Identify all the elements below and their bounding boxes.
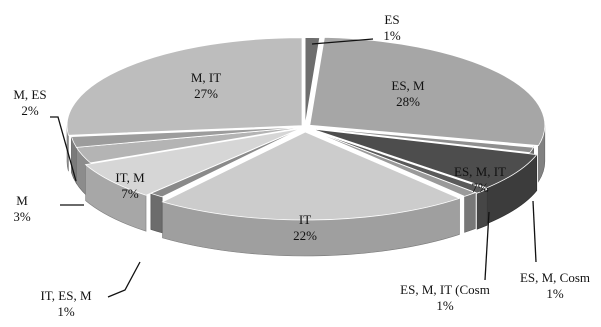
leader-lines (50, 38, 537, 298)
pie-slice-1 (309, 36, 546, 146)
data-label-6: IT 22% (293, 212, 317, 243)
pie-tops (66, 36, 546, 221)
data-label-category: ES, M, Cosm (520, 270, 590, 285)
data-label-percent: 28% (396, 94, 420, 109)
data-label-category: ES (384, 12, 399, 27)
data-label-category: ES, M, IT (Cosm (400, 282, 490, 297)
leader-line-0 (311, 38, 374, 45)
leader-line-5 (484, 211, 490, 281)
data-label-percent: 1% (546, 286, 564, 301)
data-label-category: M (16, 193, 28, 208)
pie-slice-2 (304, 126, 535, 154)
pie-slice-4 (312, 130, 489, 194)
data-label-percent: 27% (194, 86, 218, 101)
data-label-0: ES 1% (383, 12, 401, 43)
data-label-3: ES, M, IT 7% (454, 164, 506, 195)
data-label-percent: 7% (121, 186, 139, 201)
data-label-7: IT, ES, M 1% (40, 288, 91, 319)
data-label-10: M, ES 2% (13, 87, 46, 118)
data-label-category: M, IT (191, 70, 221, 85)
data-label-percent: 7% (471, 180, 489, 195)
data-label-4: ES, M, Cosm 1% (520, 270, 590, 301)
leader-line-4 (532, 200, 537, 263)
data-label-percent: 1% (383, 28, 401, 43)
pie-slice-10 (70, 126, 306, 148)
data-label-11: M, IT 27% (191, 70, 221, 101)
data-label-percent: 1% (57, 304, 75, 319)
pie-slice-6 (161, 131, 461, 221)
pie-slice-3 (311, 128, 538, 189)
data-label-percent: 1% (436, 298, 454, 313)
leader-line-7 (107, 261, 141, 298)
pie-side-4 (476, 188, 488, 230)
data-label-category: IT, M (115, 170, 145, 185)
data-label-5: ES, M, IT (Cosm 1% (400, 282, 490, 313)
pie-slice-0 (304, 37, 321, 126)
leader-line-10 (50, 116, 77, 182)
data-label-percent: 2% (21, 103, 39, 118)
data-label-category: IT, ES, M (40, 288, 91, 303)
data-label-category: ES, M (391, 78, 425, 93)
data-label-category: IT (299, 212, 311, 227)
pie-slice-8 (84, 128, 301, 196)
data-label-1: ES, M 28% (391, 78, 425, 109)
data-label-category: ES, M, IT (454, 164, 506, 179)
data-label-9: M 3% (13, 193, 31, 224)
data-label-8: IT, M 7% (115, 170, 145, 201)
pie-slice-11 (66, 37, 303, 136)
data-label-category: M, ES (13, 87, 46, 102)
pie-side-7 (150, 193, 163, 234)
data-label-percent: 3% (13, 209, 31, 224)
pie-side-5 (464, 192, 476, 233)
data-label-percent: 22% (293, 228, 317, 243)
data-labels: ES 1%ES, M 28%ES, M, IT 7%ES, M, Cosm 1%ES, … (13, 12, 590, 319)
pie-slice-5 (310, 129, 477, 197)
